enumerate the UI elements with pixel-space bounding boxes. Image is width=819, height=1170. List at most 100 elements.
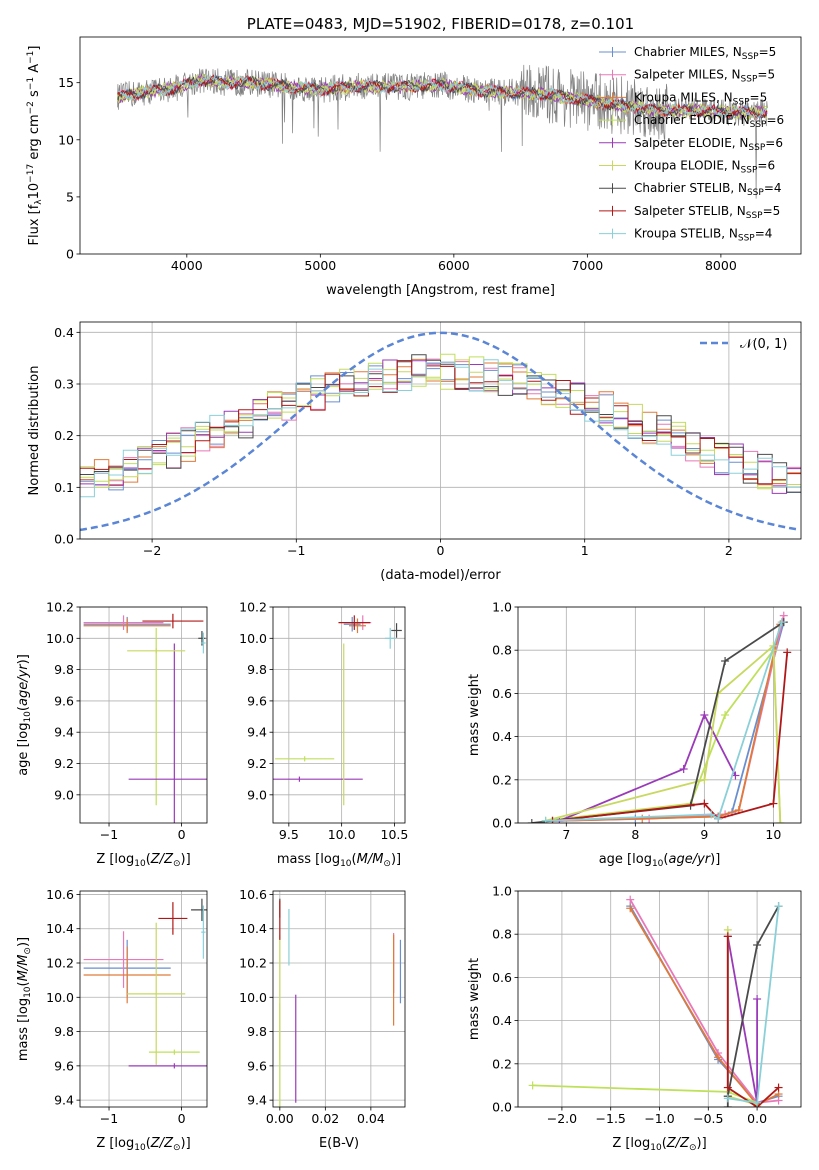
y-tick-label: 0.8 <box>492 643 512 658</box>
axes-frame <box>79 606 208 824</box>
legend: Chabrier MILES, NSSP=5 Salpeter MILES, NS… <box>599 45 784 244</box>
y-tick-label: 0.4 <box>492 729 512 744</box>
y-tick-label: 0.3 <box>54 377 74 392</box>
y-tick-label: 10.0 <box>239 631 267 646</box>
y-tick-label: 0.2 <box>492 772 512 787</box>
x-tick-label: −1 <box>100 827 118 842</box>
y-tick-label: 9.4 <box>54 1093 74 1108</box>
x-tick-label: 10 <box>765 827 781 842</box>
y-tick-label: 9.8 <box>247 662 267 677</box>
mass-vs-extinction-panel: 0.00 0.02 0.04 9.4 9.6 9.8 10.0 10.2 10.4 10.6 E(B… <box>239 887 406 1151</box>
spectrum-panel: 4000 5000 6000 7000 8000 0 5 10 15 PLATE=0483, MJ… <box>26 15 802 298</box>
y-axis-label: age [log10(age/yr)] <box>16 654 33 776</box>
y-tick-label: 9.8 <box>247 1024 267 1039</box>
legend-label: Salpeter ELODIE, NSSP=6 <box>634 136 783 153</box>
legend: 𝒩(0, 1) <box>700 337 787 352</box>
histogram-step <box>80 360 801 539</box>
weight-line <box>726 936 780 1107</box>
x-tick-label: 10.5 <box>381 827 409 842</box>
y-tick-label: 9.6 <box>54 1058 74 1073</box>
model-spectrum-line <box>117 74 768 119</box>
y-axis-label: mass weight <box>467 674 482 756</box>
x-tick-label: 9 <box>700 827 708 842</box>
plot-area <box>83 898 207 1069</box>
mass-vs-metallicity-panel: −1 0 9.4 9.6 9.8 10.0 10.2 10.4 10.6 Z [log10(Z/Z… <box>16 887 208 1153</box>
y-tick-label: 10.0 <box>46 990 74 1005</box>
x-axis-label: Z [log10(Z/Z⊙)] <box>96 1136 190 1153</box>
y-tick-label: 10.2 <box>46 600 74 615</box>
x-tick-label: 4000 <box>171 258 203 273</box>
data-spectrum-line <box>117 64 768 199</box>
y-tick-label: 1.0 <box>492 600 512 615</box>
y-tick-label: 10.2 <box>239 600 267 615</box>
y-tick-label: 0.0 <box>492 1100 512 1115</box>
chart-title: PLATE=0483, MJD=51902, FIBERID=0178, z=0… <box>247 15 634 33</box>
plot-area <box>527 611 792 823</box>
histogram-step <box>80 359 801 539</box>
x-tick-label: 2 <box>725 543 733 558</box>
y-tick-label: 9.0 <box>247 787 267 802</box>
legend-label: Chabrier MILES, NSSP=5 <box>634 45 776 62</box>
x-axis-label: (data-model)/error <box>380 568 501 583</box>
y-tick-label: 9.4 <box>54 725 74 740</box>
x-tick-label: 9.5 <box>279 827 299 842</box>
legend-label: Chabrier ELODIE, NSSP=6 <box>634 113 784 130</box>
y-tick-label: 10.2 <box>46 956 74 971</box>
y-tick-label: 9.2 <box>54 756 74 771</box>
axes-frame <box>272 890 406 1108</box>
y-tick-label: 10.4 <box>46 921 74 936</box>
legend-label: Kroupa ELODIE, NSSP=6 <box>634 159 775 176</box>
weight-line <box>531 621 785 823</box>
y-tick-label: 0.0 <box>492 816 512 831</box>
axes-frame <box>272 606 406 824</box>
x-tick-label: 5000 <box>304 258 336 273</box>
gaussian-curve <box>80 331 799 532</box>
x-tick-label: 0.04 <box>357 1111 385 1126</box>
y-tick-label: 9.6 <box>247 1058 267 1073</box>
y-tick-label: 9.2 <box>247 756 267 771</box>
x-tick-label: 0.0 <box>747 1111 767 1126</box>
x-tick-label: −0.5 <box>693 1111 723 1126</box>
plot-area <box>273 615 402 806</box>
x-tick-label: −2.0 <box>547 1111 577 1126</box>
x-tick-label: 7 <box>562 827 570 842</box>
x-tick-label: −1 <box>100 1111 118 1126</box>
x-tick-label: 0 <box>437 543 445 558</box>
x-tick-label: 0.02 <box>311 1111 339 1126</box>
age-vs-metallicity-panel: −1 0 9.0 9.2 9.4 9.6 9.8 10.0 10.2 Z [log10(Z/Z⊙)… <box>16 600 208 869</box>
x-tick-label: −1.5 <box>596 1111 626 1126</box>
weight-line <box>629 907 780 1106</box>
y-tick-label: 10.4 <box>239 921 267 936</box>
x-tick-label: 1 <box>581 543 589 558</box>
y-tick-label: 9.8 <box>54 1024 74 1039</box>
plot-area <box>83 613 207 823</box>
x-tick-label: −1.0 <box>644 1111 674 1126</box>
legend-label: Salpeter STELIB, NSSP=5 <box>634 204 780 221</box>
y-tick-label: 9.6 <box>54 693 74 708</box>
y-tick-label: 0.4 <box>492 1013 512 1028</box>
y-tick-label: 15 <box>58 75 74 90</box>
y-axis-label: Normed distribution <box>27 366 42 496</box>
x-tick-label: 7000 <box>571 258 603 273</box>
weight-line <box>552 624 782 822</box>
plot-area <box>117 64 768 199</box>
x-tick-label: 0 <box>178 1111 186 1126</box>
x-axis-label: Z [log10(Z/Z⊙)] <box>612 1136 706 1153</box>
age-vs-mass-panel: 9.5 10.0 10.5 9.0 9.2 9.4 9.6 9.8 10.0 10.2 mass [… <box>239 600 409 870</box>
y-tick-label: 9.6 <box>247 693 267 708</box>
y-tick-label: 10.0 <box>46 631 74 646</box>
plot-area <box>279 898 402 1107</box>
x-tick-label: 8000 <box>705 258 737 273</box>
plot-area <box>80 331 801 539</box>
histogram-step <box>80 359 801 539</box>
legend-label: Kroupa MILES, NSSP=5 <box>634 90 767 107</box>
y-tick-label: 0.4 <box>54 325 74 340</box>
weight-vs-metallicity-panel: −2.0 −1.5 −1.0 −0.5 0.0 0.0 0.2 0.4 0.6 0.8 1.0 Z [… <box>467 884 802 1153</box>
y-tick-label: 0.6 <box>492 686 512 701</box>
weight-line <box>727 906 780 1104</box>
y-tick-label: 0 <box>66 247 74 262</box>
y-tick-label: 0.2 <box>54 428 74 443</box>
x-tick-label: −1 <box>287 543 305 558</box>
x-axis-label: age [log10(age/yr)] <box>599 852 721 869</box>
y-tick-label: 0.1 <box>54 480 74 495</box>
